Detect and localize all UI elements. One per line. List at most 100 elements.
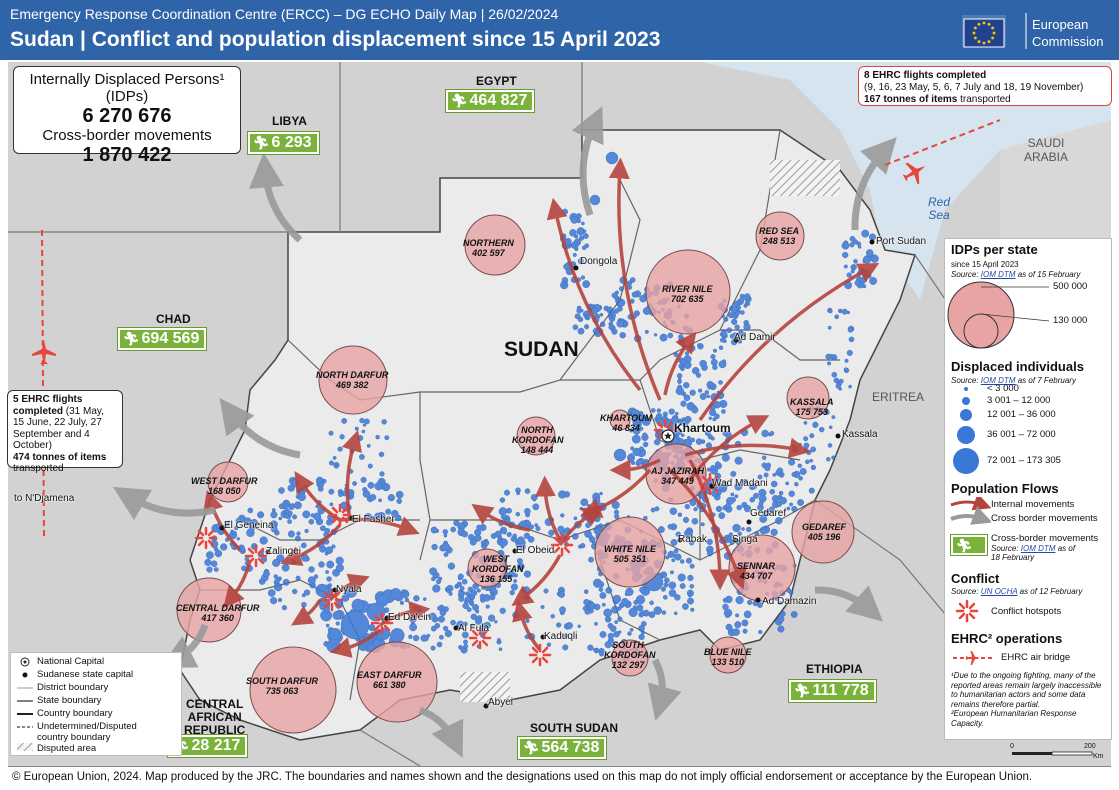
- legend-district-boundary: District boundary: [37, 682, 109, 693]
- displaced-dot: [543, 588, 549, 594]
- displaced-dot: [599, 312, 604, 317]
- legend-undetermined-boundary-2: country boundary: [37, 732, 111, 743]
- displaced-dot: [384, 435, 390, 441]
- town-kassala: Kassala: [842, 429, 878, 440]
- displaced-dot: [453, 519, 460, 527]
- displaced-dot: [706, 538, 713, 546]
- displaced-dot: [675, 411, 679, 416]
- displaced-dot: [271, 508, 276, 512]
- displaced-dot: [523, 532, 531, 539]
- displaced-dot: [584, 315, 589, 319]
- displaced-dot: [730, 492, 735, 497]
- iom-dtm-link-3[interactable]: IOM DTM: [1020, 544, 1056, 553]
- displaced-dot: [272, 558, 281, 567]
- displaced-dot: [779, 610, 786, 617]
- displaced-dot: [638, 411, 644, 416]
- displaced-dot: [489, 594, 496, 601]
- hotspot-ray: [471, 639, 479, 647]
- displaced-dot: [583, 233, 589, 239]
- conflict-hotspots-layer: [194, 239, 875, 709]
- displaced-dot: [525, 618, 530, 623]
- displaced-dot: [499, 538, 508, 547]
- displaced-dot: [850, 269, 855, 274]
- legend-disputed-area: Disputed area: [37, 743, 97, 754]
- hotspot-ray: [333, 601, 341, 609]
- displaced-dot: [395, 514, 402, 522]
- displaced-dot: [504, 489, 511, 496]
- displaced-dot: [691, 406, 699, 414]
- state-label-aj-jazirah: AJ JAZIRAH 347 449: [651, 466, 705, 486]
- displaced-dot: [642, 609, 650, 617]
- displaced-dot: [588, 608, 594, 614]
- displaced-dot: [273, 582, 283, 592]
- iom-dtm-link-2[interactable]: IOM DTM: [980, 376, 1016, 385]
- legend-ehrc-title: EHRC² operations: [951, 631, 1063, 646]
- displaced-dot: [608, 324, 615, 331]
- flights-box-west: 5 EHRC flights completed (31 May, 15 Jun…: [7, 390, 123, 474]
- displaced-dot: [849, 235, 856, 242]
- displaced-dot: [862, 284, 867, 289]
- displaced-dot: [661, 610, 667, 615]
- displaced-dot: [510, 583, 518, 591]
- un-ocha-link[interactable]: UN OCHA: [980, 587, 1018, 596]
- displaced-dot: [684, 504, 690, 510]
- displaced-dot: [354, 426, 359, 431]
- town-ed-daein: Ed Da'ein: [388, 612, 432, 623]
- displaced-dot: [775, 517, 783, 525]
- town-al-fula: Al Fula: [458, 623, 490, 634]
- displaced-dot: [598, 587, 604, 592]
- header-title: Sudan | Conflict and population displace…: [10, 28, 661, 51]
- displaced-dot: [710, 465, 716, 471]
- legend-country-boundary: Country boundary: [37, 708, 113, 719]
- population-flows-layer: [112, 106, 897, 758]
- legend-conflict-hotspot-icon: [955, 599, 979, 623]
- flights-box-ne: 8 EHRC flights completed (9, 16, 23 May,…: [858, 66, 1112, 106]
- internal-flow-arrow: [608, 157, 662, 401]
- displaced-dot: [399, 600, 404, 605]
- displaced-dot: [721, 481, 729, 489]
- displaced-dot: [667, 332, 674, 339]
- displaced-dot: [831, 371, 838, 378]
- internal-flow-arrow: [546, 197, 642, 392]
- hotspot-ray: [197, 529, 205, 537]
- legend-class-1: < 3 000: [987, 383, 1019, 394]
- hotspot-ray: [563, 546, 571, 554]
- displaced-dot: [283, 508, 290, 514]
- displaced-dot: [843, 367, 848, 372]
- displaced-dot: [762, 455, 767, 460]
- displaced-dot: [573, 516, 578, 521]
- displaced-dot: [649, 600, 654, 606]
- displaced-dot: [764, 465, 771, 472]
- legend-note-1: ¹Due to the ongoing fighting, many of th…: [951, 671, 1102, 709]
- displaced-dot: [619, 286, 625, 292]
- displaced-dot: [300, 542, 307, 549]
- hotspot-ray: [331, 516, 339, 524]
- displaced-dot: [809, 433, 815, 439]
- displaced-dot: [267, 589, 276, 597]
- displaced-dot: [770, 528, 778, 536]
- displaced-dot: [281, 605, 288, 611]
- displaced-dot: [585, 522, 591, 529]
- state-capital-dot: [869, 239, 875, 245]
- displaced-dot: [270, 525, 278, 533]
- displaced-dot: [677, 512, 683, 517]
- displaced-dot: [677, 573, 686, 582]
- displaced-dot: [803, 442, 810, 449]
- internal-flow-arrow: [339, 516, 420, 536]
- displaced-dot: [770, 480, 778, 488]
- country-label-egypt: EGYPT: [476, 74, 517, 88]
- displaced-dot: [443, 552, 449, 557]
- internal-flow-arrow: [512, 599, 542, 652]
- displaced-dot: [577, 327, 585, 335]
- displaced-dot: [404, 597, 410, 603]
- displaced-dot: [663, 582, 669, 588]
- displaced-dot: [462, 602, 469, 610]
- internal-flow-arrow: [379, 600, 431, 627]
- displaced-dot: [329, 502, 334, 507]
- displaced-dot: [290, 479, 300, 488]
- displaced-dot: [413, 595, 420, 602]
- displaced-dot: [580, 543, 586, 549]
- iom-dtm-link[interactable]: IOM DTM: [980, 270, 1016, 279]
- displaced-dot: [704, 429, 711, 436]
- conflict-hotspot-icon: [468, 626, 492, 650]
